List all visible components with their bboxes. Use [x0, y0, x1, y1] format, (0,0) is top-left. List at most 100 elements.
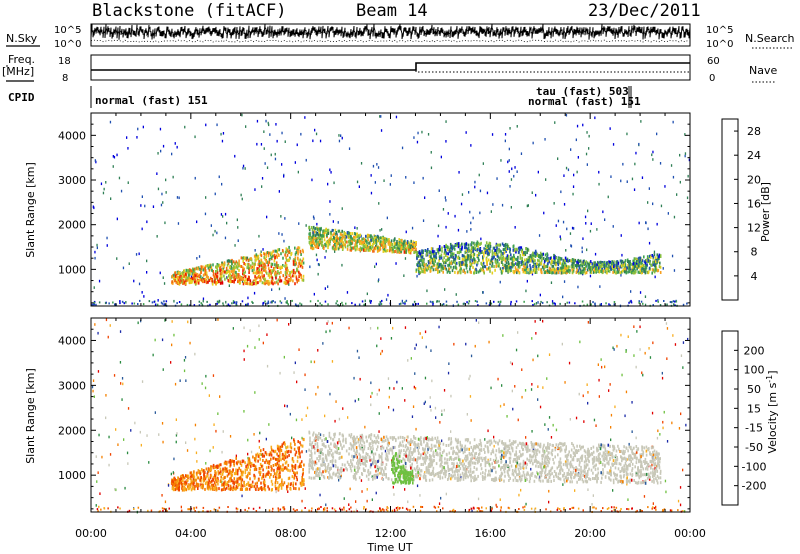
data-cell-p3309 [641, 269, 643, 273]
data-cell-p679 [284, 261, 287, 265]
data-cell-p1137 [191, 277, 194, 280]
data-cell-v959 [270, 451, 272, 455]
data-cell-p2546 [627, 270, 629, 274]
data-cell-v391 [329, 392, 331, 396]
noise-tick-bottom-right: 10^0 [706, 39, 733, 50]
data-cell-p205 [626, 132, 628, 136]
data-cell-p3276 [583, 261, 586, 265]
data-cell-p2769 [588, 263, 590, 267]
data-cell-v1216 [294, 442, 296, 446]
data-cell-p454 [234, 154, 236, 158]
data-cell-p932 [203, 280, 206, 284]
data-cell-v233 [429, 405, 431, 408]
data-cell-p1786 [350, 234, 352, 238]
data-cell-p1907 [356, 232, 358, 236]
data-cell-p289 [457, 228, 460, 232]
data-cell-v824 [271, 488, 273, 491]
data-cell-p2364 [534, 249, 537, 253]
data-cell-p3198 [470, 270, 472, 274]
data-cell-p2819 [636, 259, 638, 263]
data-cell-v451 [364, 425, 366, 429]
data-cell-p690 [302, 261, 305, 265]
data-cell-p1857 [346, 231, 349, 235]
data-cell-p872 [285, 275, 288, 279]
data-cell-p2911 [418, 260, 420, 264]
data-cell-v215 [317, 385, 319, 389]
data-cell-p2843 [513, 253, 515, 257]
data-cell-v656 [174, 487, 177, 491]
data-cell-v492 [232, 327, 234, 330]
data-cell-p45 [218, 175, 220, 179]
data-cell-v1146 [210, 465, 212, 469]
data-cell-p1884 [342, 242, 345, 246]
data-cell-p3611 [121, 300, 124, 303]
data-cell-v69 [97, 471, 99, 474]
data-cell-p1103 [181, 275, 184, 279]
data-cell-p1021 [184, 280, 186, 284]
data-cell-p3009 [534, 264, 536, 268]
data-cell-p3335 [596, 262, 598, 266]
data-cell-p2245 [473, 261, 476, 265]
data-cell-p3130 [548, 266, 551, 270]
data-cell-p1900 [365, 243, 367, 247]
data-cell-p1888 [354, 245, 356, 249]
data-cell-p3338 [598, 266, 600, 270]
data-cell-p253 [526, 279, 528, 283]
data-cell-v1178 [232, 459, 235, 463]
data-cell-p2734 [588, 261, 591, 265]
data-cell-p2633 [452, 265, 455, 269]
data-cell-p2776 [511, 257, 514, 261]
data-cell-p1898 [407, 241, 410, 245]
data-cell-p576 [235, 273, 238, 277]
data-cell-p3253 [472, 250, 474, 254]
data-cell-p3095 [511, 261, 513, 265]
data-cell-p1084 [288, 250, 291, 254]
data-cell-p2798 [645, 266, 648, 270]
data-cell-p1903 [400, 239, 403, 242]
data-cell-p473 [146, 220, 148, 224]
data-cell-p101 [501, 203, 504, 207]
data-cell-p274 [325, 249, 327, 253]
data-cell-p40 [445, 140, 447, 143]
data-cell-p3364 [451, 252, 454, 256]
data-cell-v1197 [178, 487, 180, 491]
data-cell-p13 [226, 221, 228, 225]
data-cell-p1812 [333, 236, 335, 239]
data-cell-p2307 [600, 264, 603, 268]
data-cell-p900 [253, 254, 256, 258]
data-cell-p3106 [439, 256, 441, 260]
data-cell-v218 [180, 505, 182, 509]
data-cell-p2925 [450, 244, 453, 248]
data-cell-v1155 [200, 485, 203, 488]
data-cell-p1034 [213, 272, 215, 276]
data-cell-v301 [621, 373, 623, 377]
data-cell-v988 [270, 453, 273, 457]
data-cell-v452 [416, 484, 419, 488]
data-cell-p1083 [226, 263, 229, 267]
data-cell-p811 [297, 249, 299, 253]
data-cell-p272 [118, 176, 121, 180]
data-cell-p2293 [509, 248, 511, 252]
data-cell-p3090 [459, 261, 461, 265]
data-cell-p300 [634, 162, 636, 166]
data-cell-v864 [220, 488, 223, 492]
data-cell-v60 [568, 361, 571, 365]
data-cell-p3430 [209, 303, 211, 306]
data-cell-v1054 [255, 453, 257, 457]
data-cell-p3576 [594, 302, 596, 305]
data-cell-p3329 [633, 271, 635, 275]
data-cell-p671 [269, 281, 271, 285]
data-cell-v163 [612, 346, 614, 350]
data-cell-p3483 [488, 304, 491, 307]
data-cell-p3134 [520, 249, 523, 253]
data-cell-p3225 [467, 257, 469, 261]
data-cell-p1269 [268, 275, 271, 279]
data-cell-v912 [268, 462, 270, 466]
data-cell-p3525 [363, 303, 365, 306]
data-cell-v794 [259, 470, 261, 474]
data-cell-p2664 [452, 246, 455, 250]
data-cell-p1242 [272, 269, 274, 273]
data-cell-p2280 [572, 269, 575, 273]
data-cell-p2173 [503, 265, 505, 269]
data-cell-p1698 [342, 233, 344, 237]
